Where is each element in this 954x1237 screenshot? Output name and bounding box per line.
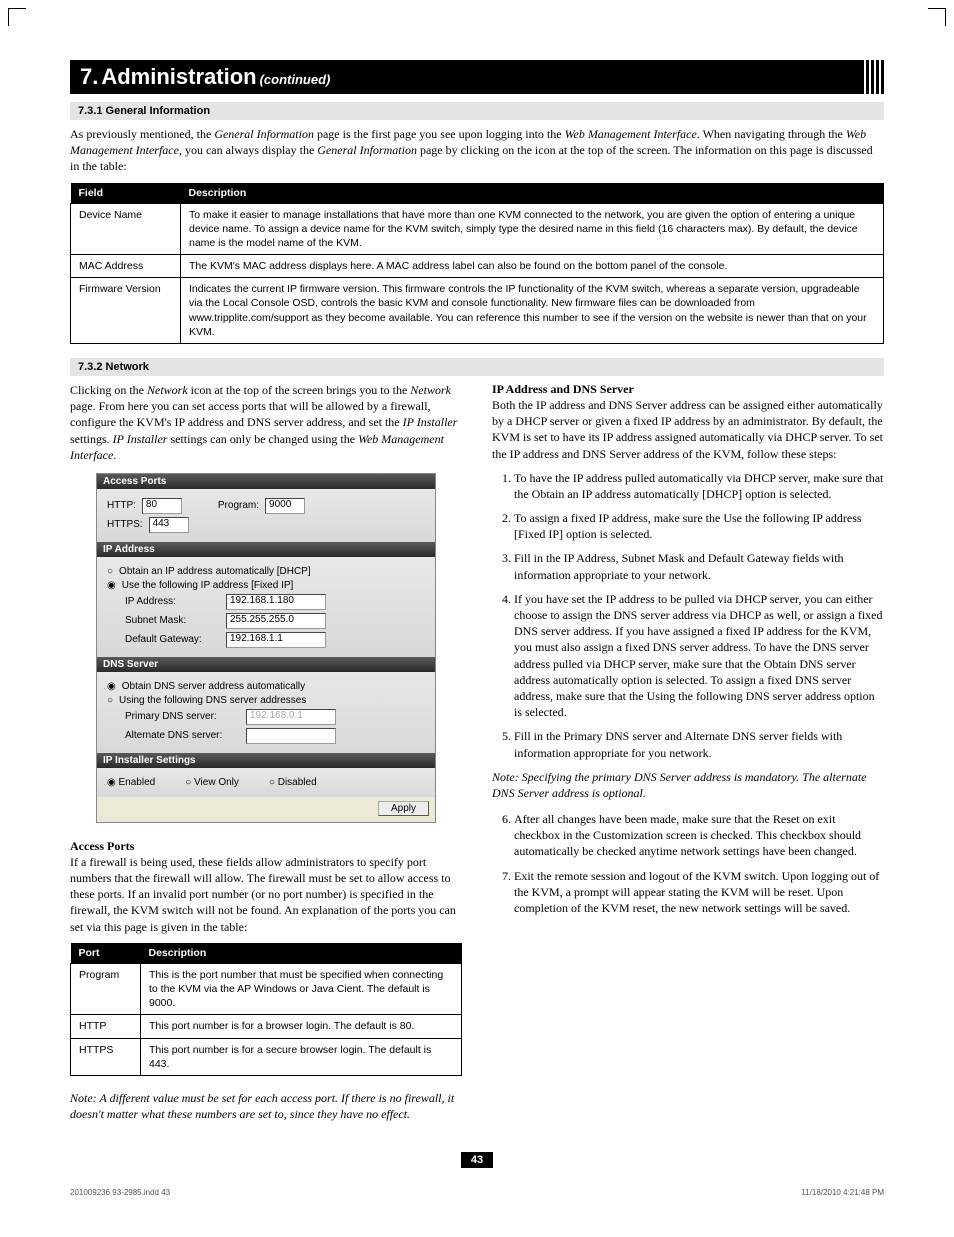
ss-http-label: HTTP: — [107, 500, 136, 511]
table-cell: This port number is for a secure browser… — [141, 1038, 462, 1075]
table-cell: Device Name — [71, 203, 181, 255]
footer-left: 201009236 93-2985.indd 43 — [70, 1188, 170, 1197]
access-ports-heading: Access Ports — [70, 839, 462, 854]
ss-dns-manual-label: Using the following DNS server addresses — [119, 695, 306, 706]
header-number: 7. — [80, 64, 98, 89]
ss-dns-auto-label: Obtain DNS server address automatically — [122, 681, 305, 692]
ss-ip-label: IP Address: — [125, 596, 220, 607]
dns-note: Note: Specifying the primary DNS Server … — [492, 769, 884, 801]
ss-dhcp-radio[interactable] — [107, 566, 113, 577]
step-item: After all changes have been made, make s… — [514, 811, 884, 860]
ss-alt-input[interactable] — [246, 728, 336, 744]
step-item: Fill in the IP Address, Subnet Mask and … — [514, 550, 884, 582]
crop-mark-tl — [8, 8, 26, 26]
step-item: To assign a fixed IP address, make sure … — [514, 510, 884, 542]
step-item: Exit the remote session and logout of th… — [514, 868, 884, 917]
table-cell: HTTPS — [71, 1038, 141, 1075]
ss-primary-input[interactable]: 192.168.0.1 — [246, 709, 336, 725]
subheading-732: 7.3.2 Network — [70, 358, 884, 376]
ss-program-input[interactable]: 9000 — [265, 498, 305, 514]
ss-access-ports-title: Access Ports — [97, 474, 435, 489]
table-header: Field — [71, 183, 181, 204]
table-cell: Indicates the current IP firmware versio… — [181, 278, 884, 344]
ss-enabled-label: Enabled — [119, 777, 156, 788]
table-cell: To make it easier to manage installation… — [181, 203, 884, 255]
ip-dns-intro: Both the IP address and DNS Server addre… — [492, 397, 884, 462]
header-continued: (continued) — [260, 72, 331, 87]
table-cell: Firmware Version — [71, 278, 181, 344]
ports-table: Port Description ProgramThis is the port… — [70, 943, 462, 1076]
network-intro: Clicking on the Network icon at the top … — [70, 382, 462, 463]
ss-alt-label: Alternate DNS server: — [125, 730, 240, 741]
steps-list: To have the IP address pulled automatica… — [492, 470, 884, 761]
ss-fixed-radio[interactable] — [107, 580, 116, 591]
table-header: Port — [71, 943, 141, 964]
ss-https-input[interactable]: 443 — [149, 517, 189, 533]
table-cell: HTTP — [71, 1015, 141, 1038]
ports-note: Note: A different value must be set for … — [70, 1090, 462, 1122]
ss-mask-label: Subnet Mask: — [125, 615, 220, 626]
ss-dns-title: DNS Server — [97, 657, 435, 672]
step-item: If you have set the IP address to be pul… — [514, 591, 884, 721]
footer: 201009236 93-2985.indd 43 11/18/2010 4:2… — [70, 1188, 884, 1197]
ss-https-label: HTTPS: — [107, 519, 143, 530]
step-item: To have the IP address pulled automatica… — [514, 470, 884, 502]
ss-disabled-label: Disabled — [278, 777, 317, 788]
ss-disabled-radio[interactable] — [269, 777, 278, 788]
steps-list-cont: After all changes have been made, make s… — [492, 811, 884, 916]
ss-enabled-radio[interactable] — [107, 777, 119, 788]
right-column: IP Address and DNS Server Both the IP ad… — [492, 382, 884, 1132]
subheading-731: 7.3.1 General Information — [70, 102, 884, 120]
ss-mask-input[interactable]: 255.255.255.0 — [226, 613, 326, 629]
header-stripes — [864, 60, 884, 94]
header-title: Administration — [101, 64, 256, 89]
ss-fixed-label: Use the following IP address [Fixed IP] — [122, 580, 294, 591]
section-header: 7. Administration (continued) — [70, 60, 884, 94]
ss-ip-title: IP Address — [97, 542, 435, 557]
network-settings-screenshot: Access Ports HTTP: 80 Program: 9000 HTTP… — [96, 473, 436, 823]
ss-ip-input[interactable]: 192.168.1.180 — [226, 594, 326, 610]
ss-dns-manual-radio[interactable] — [107, 695, 113, 706]
table-cell: MAC Address — [71, 255, 181, 278]
ss-installer-title: IP Installer Settings — [97, 753, 435, 768]
table-cell: This port number is for a browser login.… — [141, 1015, 462, 1038]
left-column: Clicking on the Network icon at the top … — [70, 382, 462, 1132]
step-item: Fill in the Primary DNS server and Alter… — [514, 728, 884, 760]
table-cell: The KVM's MAC address displays here. A M… — [181, 255, 884, 278]
ss-program-label: Program: — [218, 500, 259, 511]
ss-primary-label: Primary DNS server: — [125, 711, 240, 722]
ss-apply-button[interactable]: Apply — [378, 801, 429, 816]
table-header: Description — [141, 943, 462, 964]
ss-view-radio[interactable] — [185, 777, 194, 788]
table-cell: Program — [71, 963, 141, 1015]
page-number: 43 — [461, 1152, 493, 1168]
ip-dns-heading: IP Address and DNS Server — [492, 382, 884, 397]
ss-dns-auto-radio[interactable] — [107, 681, 116, 692]
table-cell: This is the port number that must be spe… — [141, 963, 462, 1015]
ss-dhcp-label: Obtain an IP address automatically [DHCP… — [119, 566, 311, 577]
ss-http-input[interactable]: 80 — [142, 498, 182, 514]
intro-731: As previously mentioned, the General Inf… — [70, 126, 884, 175]
footer-right: 11/18/2010 4:21:48 PM — [801, 1188, 884, 1197]
general-info-table: Field Description Device NameTo make it … — [70, 183, 884, 344]
access-ports-intro: If a firewall is being used, these field… — [70, 854, 462, 935]
ss-view-label: View Only — [194, 777, 239, 788]
crop-mark-tr — [928, 8, 946, 26]
table-header: Description — [181, 183, 884, 204]
ss-gw-label: Default Gateway: — [125, 634, 220, 645]
ss-gw-input[interactable]: 192.168.1.1 — [226, 632, 326, 648]
